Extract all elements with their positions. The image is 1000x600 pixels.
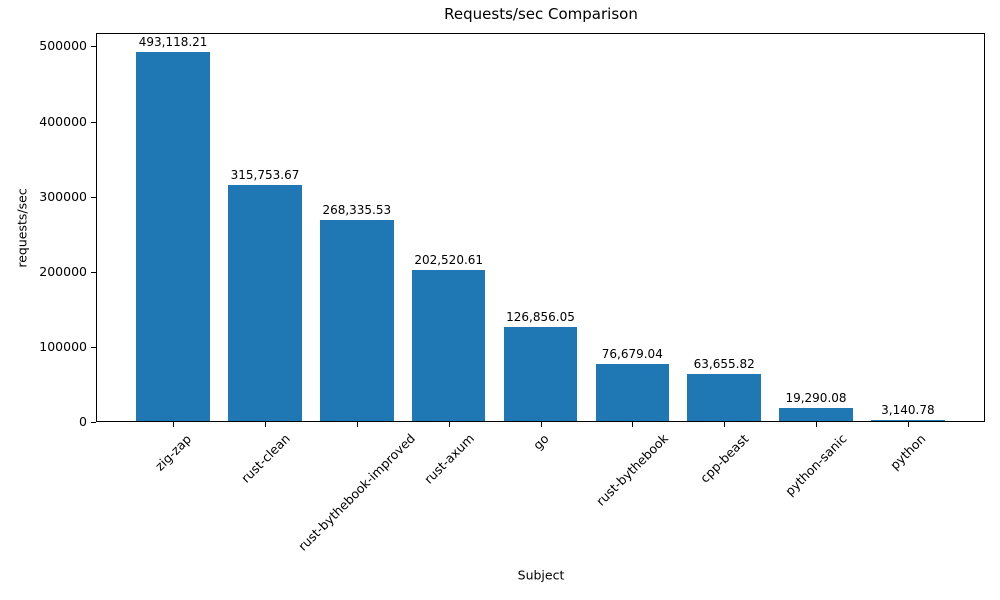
x-tick-mark (356, 422, 358, 427)
x-tick-label: python (887, 430, 929, 473)
bar-value-label: 126,856.05 (506, 309, 575, 324)
bar-value-label: 63,655.82 (693, 357, 755, 372)
bar-value-label: 19,290.08 (785, 390, 847, 405)
bar-value-label: 202,520.61 (414, 252, 484, 267)
bar (411, 269, 486, 422)
y-tick-label: 500000 (39, 38, 87, 54)
y-tick-mark (91, 422, 96, 423)
y-tick-mark (91, 346, 96, 348)
bar-value-label: 493,118.21 (138, 34, 208, 49)
bar (136, 51, 210, 422)
x-tick-label: rust-axum (420, 431, 477, 487)
x-tick-label: go (529, 430, 552, 453)
y-tick-label: 300000 (39, 188, 87, 204)
x-tick-mark (265, 422, 266, 427)
bar-value-label: 315,753.67 (230, 167, 300, 182)
bar (228, 184, 302, 422)
x-axis-label: Subject (517, 567, 565, 583)
x-tick-mark (540, 422, 542, 427)
y-tick-label: 400000 (39, 113, 87, 129)
bar (503, 326, 578, 422)
x-tick-mark (173, 422, 175, 427)
x-tick-mark (907, 422, 909, 427)
chart-title: Requests/sec Comparison (444, 5, 638, 23)
x-tick-mark (632, 422, 634, 427)
bar (687, 374, 761, 422)
x-tick-label: zig-zap (152, 431, 195, 474)
x-tick-mark (448, 422, 450, 427)
y-tick-mark (91, 121, 96, 123)
y-tick-label: 0 (79, 414, 87, 429)
bar (595, 364, 670, 422)
bar (871, 419, 945, 422)
bar-value-label: 3,140.78 (881, 402, 935, 417)
y-tick-mark (91, 196, 96, 198)
x-tick-mark (816, 422, 817, 427)
y-tick-mark (91, 46, 96, 48)
y-tick-mark (91, 271, 96, 273)
bar (320, 220, 394, 422)
x-tick-mark (724, 422, 726, 427)
y-tick-label: 100000 (39, 338, 87, 354)
x-tick-label: rust-clean (237, 431, 293, 486)
y-tick-label: 200000 (39, 263, 87, 279)
x-tick-label: cpp-beast (697, 430, 752, 486)
bar (779, 407, 853, 422)
x-tick-label: rust-bythebook (593, 430, 672, 509)
bar-value-label: 268,335.53 (322, 203, 392, 218)
x-tick-label: rust-bythebook-improved (295, 431, 419, 554)
bar-value-label: 76,679.04 (601, 347, 663, 362)
x-tick-label: python-sanic (782, 431, 850, 499)
